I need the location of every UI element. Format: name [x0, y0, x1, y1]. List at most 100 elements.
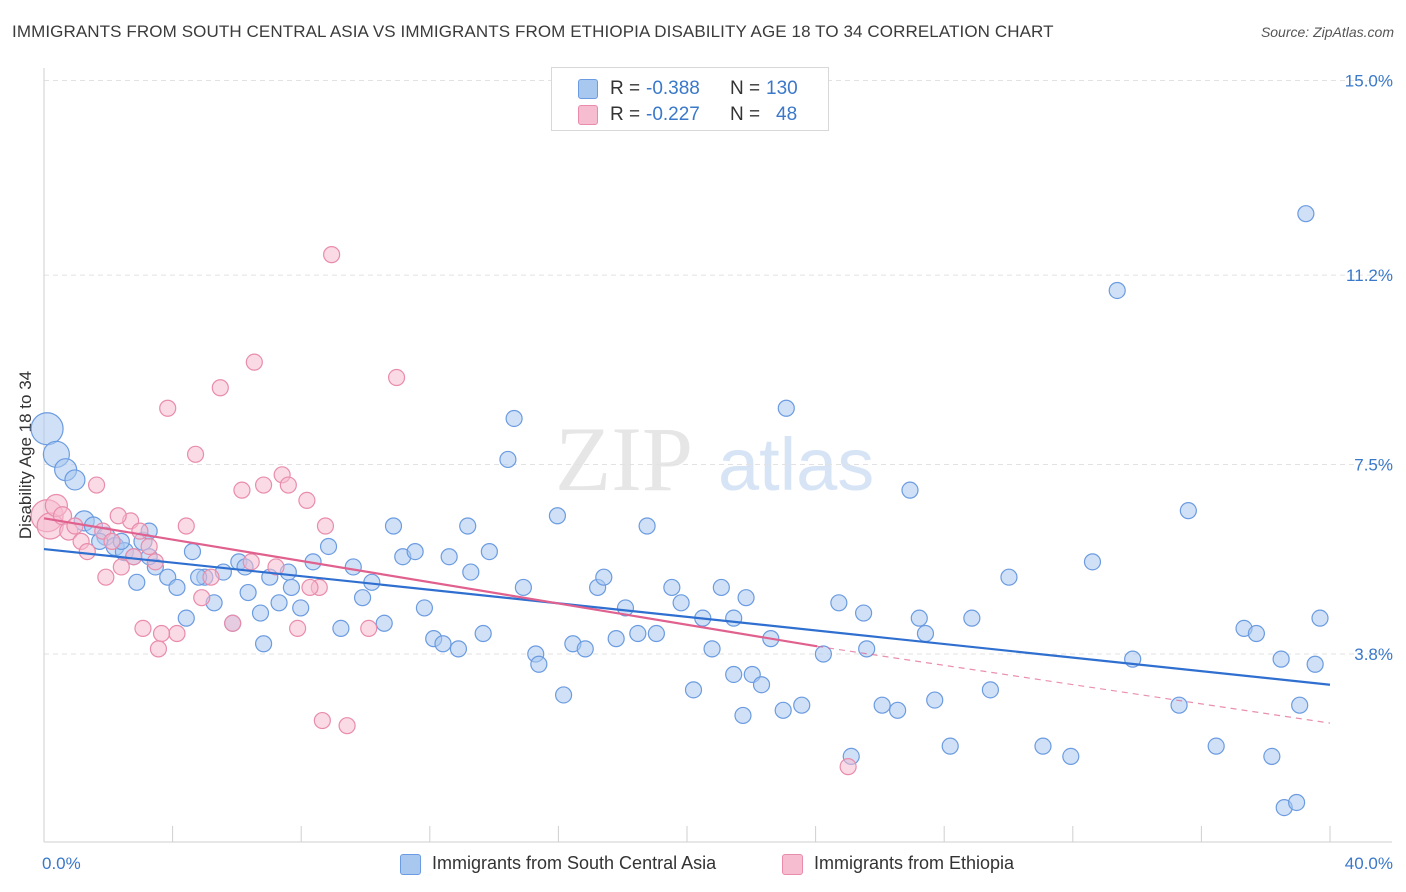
source-credit: Source: ZipAtlas.com: [1260, 24, 1394, 40]
y-tick-label: 3.8%: [1354, 645, 1393, 664]
data-point: [292, 599, 310, 617]
data-point: [186, 445, 205, 463]
data-point: [30, 412, 64, 446]
data-point: [1062, 747, 1080, 766]
data-point: [384, 517, 403, 535]
data-point: [279, 476, 297, 494]
data-point: [66, 517, 84, 535]
data-point: [1247, 624, 1265, 643]
data-point: [87, 476, 106, 494]
data-point: [1306, 655, 1324, 673]
data-point: [183, 542, 202, 561]
data-point: [963, 609, 981, 627]
data-point: [1034, 737, 1052, 755]
data-point: [323, 246, 341, 264]
x-tick-label: 40.0%: [1345, 854, 1393, 873]
data-point: [353, 589, 372, 607]
tick-labels: 3.8% 7.5% 11.2% 15.0% 0.0% 40.0%: [42, 72, 1393, 873]
data-point: [607, 630, 625, 648]
watermark-zip: ZIP: [555, 408, 693, 510]
data-point: [251, 604, 270, 622]
watermark: ZIP atlas: [555, 408, 874, 510]
legend-r-value: -0.388: [646, 78, 700, 99]
data-point: [202, 568, 220, 586]
trendline-south-central-asia: [43, 547, 1331, 686]
data-point: [245, 353, 263, 371]
data-point: [548, 507, 567, 525]
data-points: [30, 205, 1329, 817]
data-point: [149, 640, 168, 658]
data-point: [663, 578, 681, 597]
data-point: [830, 594, 848, 612]
data-point: [1287, 793, 1306, 812]
data-point: [168, 624, 186, 643]
series-label: Immigrants from Ethiopia: [814, 853, 1015, 873]
data-point: [638, 517, 656, 535]
data-point: [777, 399, 795, 417]
correlation-legend: R = -0.388 N = 130 R = -0.227 N = 48: [551, 67, 829, 131]
data-point: [839, 758, 857, 776]
data-point: [131, 522, 149, 540]
legend-n-label: N =: [730, 78, 761, 99]
legend-n-value: 48: [776, 104, 798, 125]
data-point: [926, 691, 944, 709]
data-point: [159, 399, 177, 417]
data-point: [774, 701, 792, 719]
y-tick-label: 11.2%: [1346, 266, 1393, 285]
chart-title: IMMIGRANTS FROM SOUTH CENTRAL ASIA VS IM…: [12, 22, 1054, 41]
data-point: [752, 676, 771, 694]
legend-swatch-pink: [578, 105, 598, 125]
data-point: [793, 696, 811, 714]
data-point: [703, 640, 721, 658]
data-point: [889, 701, 907, 719]
data-point: [712, 578, 730, 597]
data-point: [298, 491, 316, 509]
data-point: [916, 624, 935, 643]
data-point: [193, 589, 211, 607]
data-point: [616, 599, 635, 617]
data-point: [97, 568, 115, 586]
data-point: [499, 450, 517, 469]
trend-lines: [43, 517, 1331, 724]
data-point: [480, 542, 498, 561]
data-point: [462, 563, 480, 581]
data-point: [434, 635, 452, 653]
data-point: [313, 711, 331, 730]
data-point: [152, 624, 171, 643]
data-point: [319, 537, 338, 556]
data-point: [941, 737, 959, 755]
data-point: [734, 706, 752, 725]
data-point: [1207, 737, 1225, 755]
data-point: [1083, 553, 1102, 571]
data-point: [177, 609, 195, 627]
data-point: [1311, 609, 1329, 627]
data-point: [910, 609, 928, 627]
data-point: [360, 619, 378, 638]
data-point: [1000, 568, 1018, 586]
data-point: [554, 686, 573, 704]
data-point: [344, 558, 362, 576]
data-point: [684, 681, 703, 699]
data-point: [514, 578, 532, 597]
data-point: [267, 558, 285, 576]
data-point: [254, 635, 273, 653]
series-swatch-pink: [782, 854, 803, 875]
x-tick-label: 0.0%: [42, 854, 81, 873]
data-point: [140, 537, 158, 556]
data-point: [725, 665, 743, 684]
data-point: [112, 558, 130, 576]
data-point: [981, 681, 1000, 699]
legend-n-label: N =: [730, 104, 761, 125]
data-point: [109, 507, 127, 525]
data-point: [415, 599, 434, 617]
legend-r-value: -0.227: [646, 104, 700, 125]
y-tick-label: 7.5%: [1354, 456, 1393, 475]
data-point: [474, 624, 492, 643]
data-point: [270, 594, 288, 612]
series-swatch-blue: [400, 854, 421, 875]
data-point: [134, 619, 152, 638]
data-point: [440, 548, 458, 566]
data-point: [316, 517, 335, 535]
data-point: [177, 517, 195, 535]
